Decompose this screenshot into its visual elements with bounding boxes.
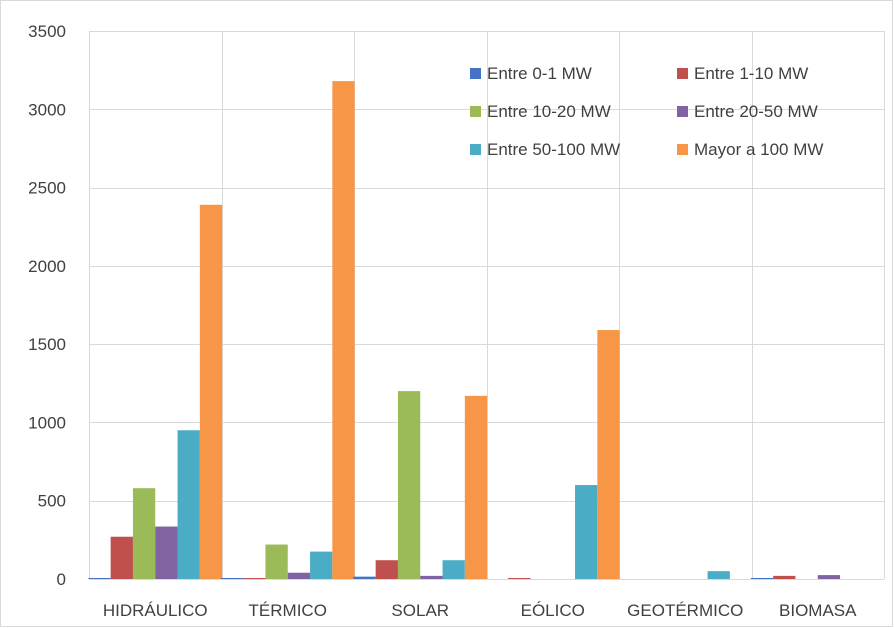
legend-swatch [470, 144, 481, 155]
bar [817, 575, 841, 579]
bar [442, 560, 465, 579]
x-tick-label: EÓLICO [521, 601, 585, 620]
bar [597, 330, 620, 579]
bar [243, 578, 266, 579]
legend: Entre 0-1 MW Entre 1-10 MW Entre 10-20 MW E… [470, 64, 823, 159]
bar [177, 430, 200, 579]
legend-swatch [677, 68, 688, 79]
y-axis-ticks: 0 500 1000 1500 2000 2500 3000 3500 [28, 22, 66, 589]
bar [265, 544, 288, 579]
x-axis-ticks: HIDRÁULICO TÉRMICO SOLAR EÓLICO GEOTÉRMICO BI… [103, 601, 857, 620]
legend-swatch [470, 68, 481, 79]
bar [88, 578, 111, 579]
legend-label: Entre 10-20 MW [487, 102, 611, 121]
bar [353, 576, 376, 579]
y-tick-label: 3000 [28, 100, 66, 119]
legend-label: Mayor a 100 MW [694, 140, 823, 159]
legend-label: Entre 1-10 MW [694, 64, 808, 83]
bar [707, 571, 730, 579]
bar [397, 391, 421, 579]
bar [199, 204, 223, 580]
x-tick-label: HIDRÁULICO [103, 601, 208, 620]
bar [132, 488, 156, 579]
x-tick-label: GEOTÉRMICO [627, 601, 743, 620]
legend-label: Entre 20-50 MW [694, 102, 818, 121]
x-tick-label: BIOMASA [779, 601, 857, 620]
bar [508, 578, 531, 579]
bars [88, 81, 841, 580]
y-tick-label: 1000 [28, 413, 66, 432]
y-tick-label: 3500 [28, 22, 66, 41]
bar [155, 526, 178, 579]
legend-label: Entre 0-1 MW [487, 64, 592, 83]
bar [773, 575, 796, 579]
legend-label: Entre 50-100 MW [487, 140, 620, 159]
y-tick-label: 500 [38, 492, 66, 511]
legend-swatch [677, 106, 688, 117]
y-tick-label: 2000 [28, 257, 66, 276]
bar [220, 578, 244, 579]
x-tick-label: TÉRMICO [249, 601, 327, 620]
y-tick-label: 0 [57, 570, 66, 589]
legend-swatch [677, 144, 688, 155]
bar [464, 395, 488, 579]
bar [110, 536, 133, 579]
bar [575, 485, 598, 579]
legend-swatch [470, 106, 481, 117]
bar [332, 81, 355, 579]
y-tick-label: 2500 [28, 179, 66, 198]
y-tick-label: 1500 [28, 335, 66, 354]
x-tick-label: SOLAR [391, 601, 449, 620]
bar [310, 551, 333, 579]
bar [420, 575, 443, 579]
bar [375, 560, 398, 579]
bar [287, 572, 311, 579]
bar [750, 578, 774, 579]
